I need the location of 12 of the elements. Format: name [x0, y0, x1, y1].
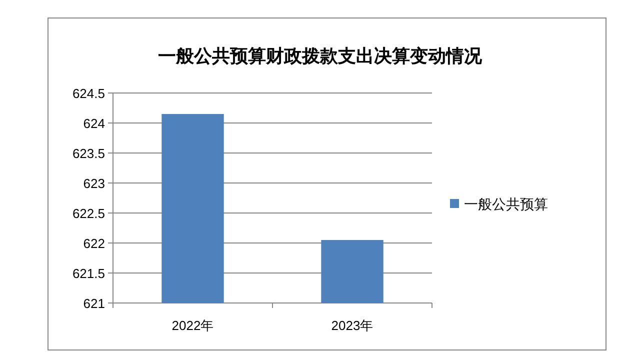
y-tick-label: 622	[83, 236, 105, 251]
y-tick-label: 624.5	[72, 86, 105, 101]
y-tick-label: 623.5	[72, 146, 105, 161]
y-tick-label: 624	[83, 116, 105, 131]
y-tick-label: 621.5	[72, 266, 105, 281]
y-tick-label: 623	[83, 176, 105, 191]
legend-label: 一般公共预算	[464, 196, 548, 212]
y-tick-label: 622.5	[72, 206, 105, 221]
x-tick-label: 2022年	[172, 318, 214, 333]
chart-title: 一般公共预算财政拨款支出决算变动情况	[158, 46, 483, 66]
y-tick-label: 621	[83, 296, 105, 311]
x-tick-label: 2023年	[331, 318, 374, 333]
